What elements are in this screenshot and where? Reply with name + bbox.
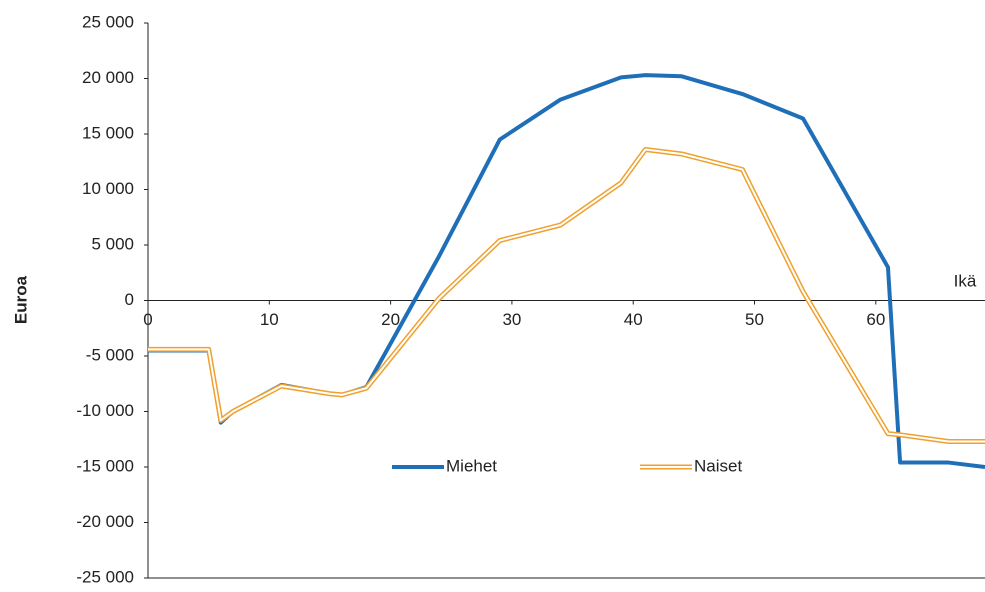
y-tick-label: 10 000: [82, 179, 134, 198]
legend-label: Miehet: [446, 456, 497, 475]
x-tick-label: 60: [866, 310, 885, 329]
y-tick-label: -5 000: [86, 345, 134, 364]
x-axis-label: Ikä: [954, 271, 977, 290]
y-tick-label: -25 000: [76, 567, 134, 586]
series-line-inner: [148, 148, 985, 443]
y-axis-label: Euroa: [11, 275, 30, 324]
x-tick-label: 40: [624, 310, 643, 329]
y-tick-label: -15 000: [76, 456, 134, 475]
y-tick-label: -10 000: [76, 401, 134, 420]
y-tick-label: 25 000: [82, 12, 134, 31]
x-tick-label: 30: [502, 310, 521, 329]
series-line: [148, 73, 985, 469]
x-tick-label: 20: [381, 310, 400, 329]
x-tick-label: 0: [143, 310, 152, 329]
y-tick-label: 15 000: [82, 123, 134, 142]
x-tick-label: 50: [745, 310, 764, 329]
legend-label: Naiset: [694, 456, 742, 475]
y-tick-label: -20 000: [76, 512, 134, 531]
x-tick-label: 10: [260, 310, 279, 329]
y-tick-label: 5 000: [91, 234, 134, 253]
series-line: [148, 147, 985, 444]
y-tick-label: 0: [125, 290, 134, 309]
y-tick-label: 20 000: [82, 68, 134, 87]
